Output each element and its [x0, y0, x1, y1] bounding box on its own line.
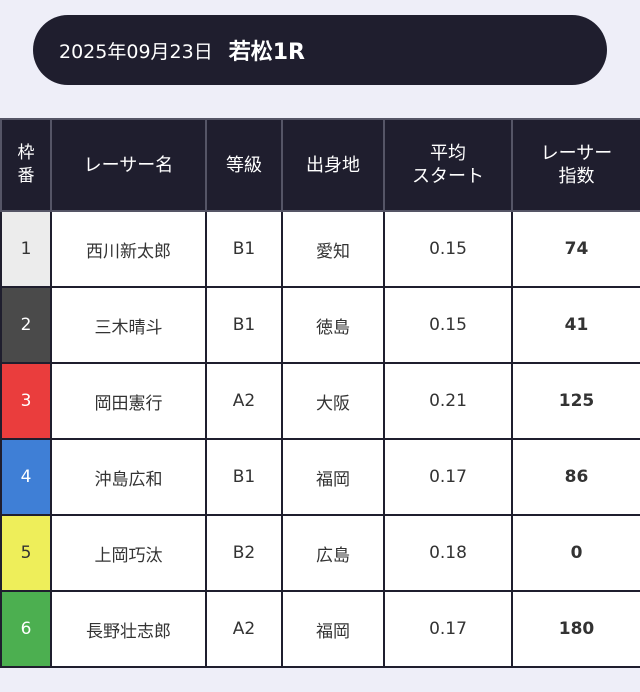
racer-class: A2: [205, 362, 283, 440]
racer-origin: 福岡: [281, 438, 385, 516]
racer-avg-start: 0.21: [383, 362, 513, 440]
racer-avg-start: 0.15: [383, 286, 513, 364]
waku-number: 4: [0, 438, 52, 516]
racer-origin: 徳島: [281, 286, 385, 364]
racer-class: B1: [205, 286, 283, 364]
racer-table: 枠 番 レーサー名 等級 出身地 平均 スタート レーサー 指数 1 西川新太郎…: [0, 118, 640, 668]
waku-number: 6: [0, 590, 52, 668]
racer-name: 三木晴斗: [50, 286, 207, 364]
waku-number: 2: [0, 286, 52, 364]
table-header-row: 枠 番 レーサー名 等級 出身地 平均 スタート レーサー 指数: [0, 118, 640, 212]
table-row: 6 長野壮志郎 A2 福岡 0.17 180: [0, 590, 640, 668]
racer-index: 41: [511, 286, 640, 364]
racer-name: 長野壮志郎: [50, 590, 207, 668]
racer-class: B1: [205, 438, 283, 516]
racer-name: 沖島広和: [50, 438, 207, 516]
waku-number: 3: [0, 362, 52, 440]
header-racer-index: レーサー 指数: [511, 118, 640, 212]
racer-name: 上岡巧汰: [50, 514, 207, 592]
racer-index: 0: [511, 514, 640, 592]
racer-name: 岡田憲行: [50, 362, 207, 440]
racer-index: 74: [511, 210, 640, 288]
racer-index: 86: [511, 438, 640, 516]
racer-name: 西川新太郎: [50, 210, 207, 288]
racer-avg-start: 0.17: [383, 438, 513, 516]
racer-origin: 福岡: [281, 590, 385, 668]
waku-number: 1: [0, 210, 52, 288]
racer-origin: 大阪: [281, 362, 385, 440]
header-avg-start: 平均 スタート: [383, 118, 513, 212]
header-origin: 出身地: [281, 118, 385, 212]
header-racer-name: レーサー名: [50, 118, 207, 212]
racer-index: 125: [511, 362, 640, 440]
racer-class: B2: [205, 514, 283, 592]
table-row: 3 岡田憲行 A2 大阪 0.21 125: [0, 362, 640, 440]
race-title-bar: 2025年09月23日 若松1R: [33, 15, 607, 85]
racer-origin: 愛知: [281, 210, 385, 288]
racer-avg-start: 0.15: [383, 210, 513, 288]
table-row: 1 西川新太郎 B1 愛知 0.15 74: [0, 210, 640, 288]
racer-avg-start: 0.17: [383, 590, 513, 668]
race-date: 2025年09月23日: [59, 40, 213, 63]
race-name: 若松1R: [228, 40, 305, 65]
racer-origin: 広島: [281, 514, 385, 592]
table-row: 4 沖島広和 B1 福岡 0.17 86: [0, 438, 640, 516]
waku-number: 5: [0, 514, 52, 592]
table-row: 5 上岡巧汰 B2 広島 0.18 0: [0, 514, 640, 592]
header-waku: 枠 番: [0, 118, 52, 212]
racer-avg-start: 0.18: [383, 514, 513, 592]
header-class: 等級: [205, 118, 283, 212]
racer-index: 180: [511, 590, 640, 668]
racer-class: A2: [205, 590, 283, 668]
table-row: 2 三木晴斗 B1 徳島 0.15 41: [0, 286, 640, 364]
racer-class: B1: [205, 210, 283, 288]
